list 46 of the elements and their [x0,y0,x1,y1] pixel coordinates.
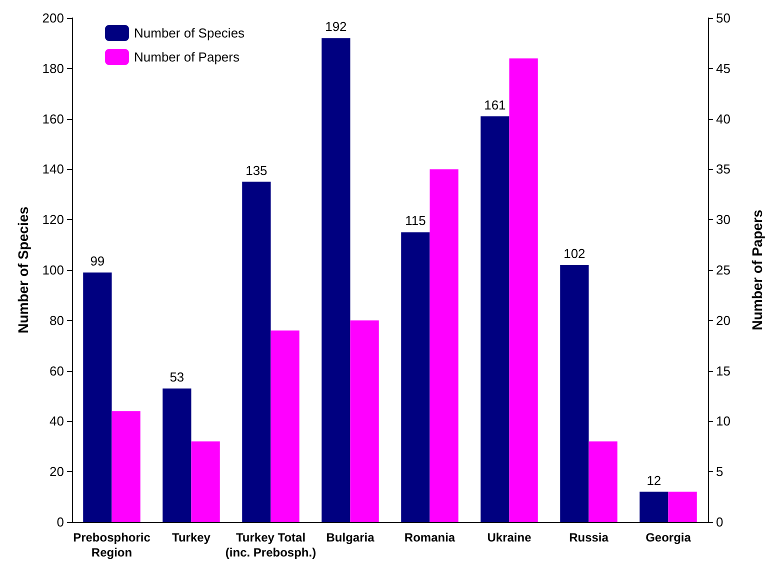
y-tick-label: 100 [42,262,64,278]
y2-axis-title: Number of Papers [749,209,765,330]
x-tick-label: Bulgaria [326,530,375,544]
y-tick-label: 140 [42,162,64,177]
y-tick-label: 20 [50,464,64,480]
y-tick-label: 180 [42,60,64,76]
x-tick-label: Prebosphoric Region [73,530,151,560]
x-tick-label: Turkey [172,530,211,544]
x-tick-label: Georgia [646,530,692,544]
y-axis-title: Number of Species [15,206,31,334]
data-label: 102 [564,246,586,261]
data-label: 161 [484,97,506,112]
y2-tick-label: 40 [716,111,730,126]
y2-tick-label: 30 [716,212,730,228]
y-tick-label: 80 [50,312,64,328]
data-label: 99 [90,254,105,269]
y-tick-label: 40 [50,414,64,429]
y2-tick-label: 0 [716,514,724,530]
x-tick-label: Ukraine [487,530,532,544]
y-tick-label: 120 [42,212,64,228]
y-tick-label: 0 [56,514,64,530]
bar [83,272,112,522]
y2-tick-label: 5 [716,464,724,480]
x-tick-label: Russia [569,530,609,544]
y2-tick-label: 20 [716,312,730,328]
y2-tick-label: 10 [716,414,730,429]
data-label: 192 [325,19,347,34]
x-tick-label: Romania [404,530,456,544]
y2-tick-label: 50 [716,10,730,26]
bar [588,441,618,522]
y2-tick-label: 35 [716,162,730,177]
y2-tick-label: 25 [716,262,730,278]
x-tick-label: Turkey Total (inc. Prebosph.) [225,530,316,560]
y2-tick-label: 15 [716,363,730,378]
data-label: 115 [405,213,426,228]
legend-label: Number of Papers [134,50,240,64]
y2-tick-label: 45 [716,60,730,76]
y-tick-label: 60 [50,363,64,378]
y-tick-label: 160 [42,111,64,126]
legend-label: Number of Species [134,26,246,40]
data-label: 12 [646,472,662,488]
bar [322,38,350,522]
data-label: 53 [170,369,184,384]
data-label: 135 [246,162,268,178]
bar [560,264,589,522]
y-tick-label: 200 [42,10,64,26]
